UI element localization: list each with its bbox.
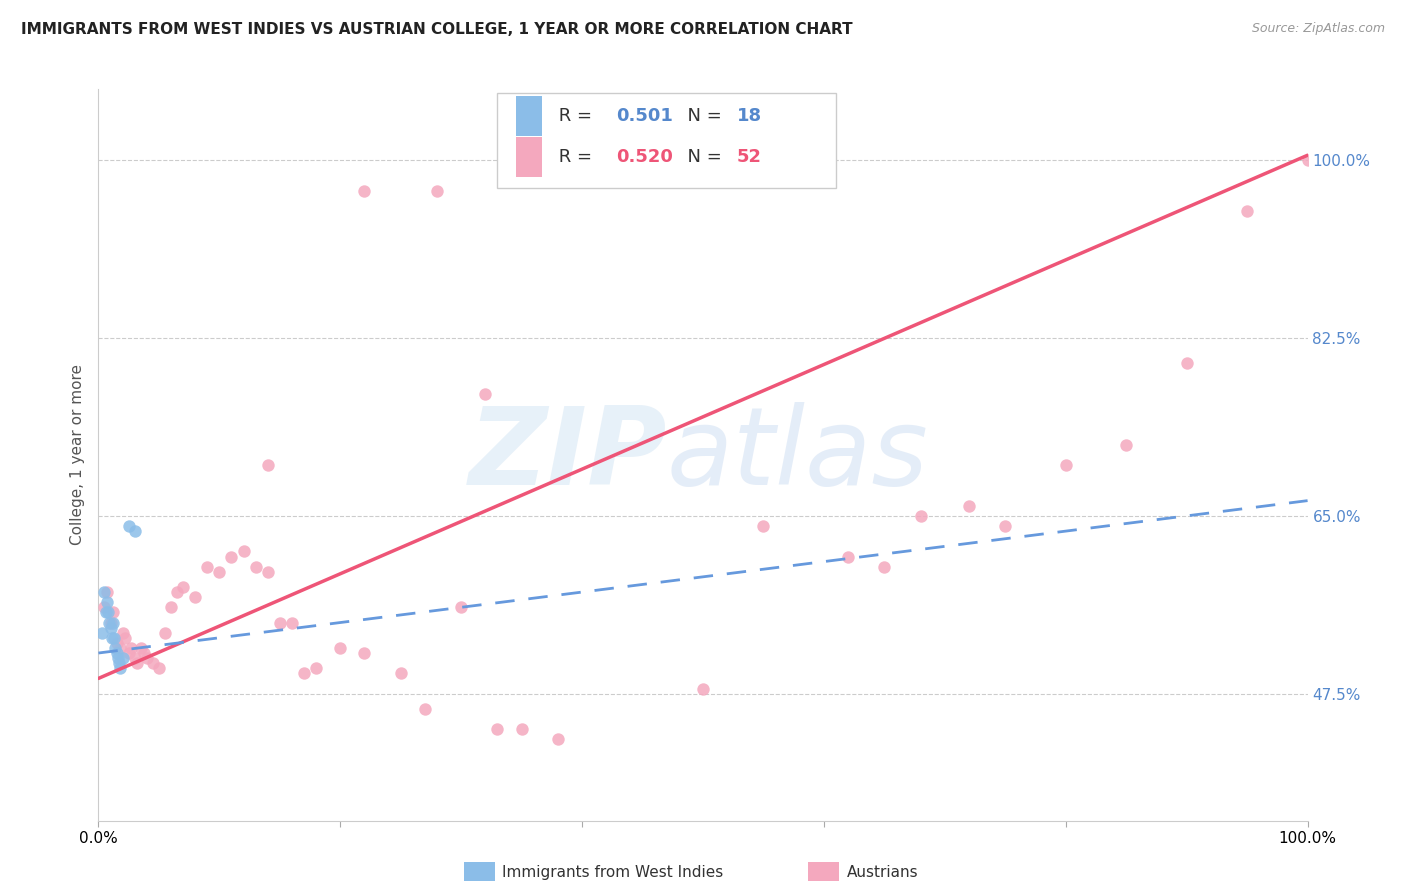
- Text: 52: 52: [737, 148, 762, 166]
- Point: [837, 549, 859, 564]
- Point: [269, 615, 291, 630]
- Text: 18: 18: [737, 107, 762, 125]
- Point: [1236, 204, 1258, 219]
- Text: N =: N =: [676, 148, 728, 166]
- Point: [160, 600, 183, 615]
- Point: [114, 631, 136, 645]
- Point: [166, 585, 188, 599]
- Point: [195, 559, 218, 574]
- Point: [91, 625, 114, 640]
- Point: [118, 646, 141, 660]
- Point: [96, 595, 118, 609]
- Point: [208, 565, 231, 579]
- Text: R =: R =: [553, 148, 598, 166]
- Point: [142, 656, 165, 670]
- Text: ZIP: ZIP: [468, 402, 666, 508]
- Point: [148, 661, 170, 675]
- Text: Source: ZipAtlas.com: Source: ZipAtlas.com: [1251, 22, 1385, 36]
- Point: [281, 615, 304, 630]
- Point: [118, 519, 141, 533]
- Point: [105, 636, 128, 650]
- Point: [107, 651, 129, 665]
- Point: [1175, 357, 1198, 371]
- Text: Austrians: Austrians: [846, 865, 918, 880]
- Point: [93, 585, 115, 599]
- Y-axis label: College, 1 year or more: College, 1 year or more: [69, 365, 84, 545]
- Point: [93, 600, 115, 615]
- Point: [134, 646, 156, 660]
- Point: [910, 508, 932, 523]
- Point: [124, 651, 146, 665]
- Point: [108, 640, 131, 655]
- Point: [1115, 438, 1137, 452]
- Point: [127, 656, 149, 670]
- Point: [994, 519, 1017, 533]
- Point: [97, 606, 120, 620]
- Point: [221, 549, 243, 564]
- Point: [547, 732, 569, 747]
- Point: [135, 651, 157, 665]
- Point: [153, 625, 176, 640]
- Text: IMMIGRANTS FROM WEST INDIES VS AUSTRIAN COLLEGE, 1 YEAR OR MORE CORRELATION CHAR: IMMIGRANTS FROM WEST INDIES VS AUSTRIAN …: [21, 22, 852, 37]
- Point: [426, 184, 449, 198]
- Point: [752, 519, 775, 533]
- Text: Immigrants from West Indies: Immigrants from West Indies: [502, 865, 723, 880]
- Point: [98, 615, 121, 630]
- Text: atlas: atlas: [666, 402, 928, 508]
- Point: [108, 656, 131, 670]
- Point: [111, 625, 134, 640]
- Point: [1054, 458, 1077, 472]
- Point: [100, 615, 122, 630]
- Text: 0.520: 0.520: [616, 148, 673, 166]
- Point: [111, 651, 134, 665]
- Point: [172, 580, 194, 594]
- Point: [486, 723, 509, 737]
- Point: [450, 600, 472, 615]
- Point: [108, 661, 131, 675]
- Point: [101, 615, 124, 630]
- Point: [232, 544, 254, 558]
- Point: [957, 499, 980, 513]
- Point: [292, 666, 315, 681]
- Point: [120, 640, 142, 655]
- Point: [184, 590, 207, 604]
- Point: [94, 606, 117, 620]
- Text: N =: N =: [676, 107, 728, 125]
- Point: [389, 666, 412, 681]
- Point: [353, 646, 375, 660]
- Point: [245, 559, 267, 574]
- Point: [510, 723, 533, 737]
- Point: [692, 681, 714, 696]
- Point: [353, 184, 375, 198]
- Point: [100, 621, 122, 635]
- Point: [1296, 153, 1319, 168]
- Point: [124, 524, 146, 538]
- Point: [256, 458, 278, 472]
- Bar: [516, 96, 543, 136]
- Point: [103, 631, 125, 645]
- Point: [105, 646, 128, 660]
- Text: 0.501: 0.501: [616, 107, 673, 125]
- Point: [100, 631, 122, 645]
- Point: [305, 661, 328, 675]
- Point: [474, 387, 496, 401]
- Point: [413, 702, 436, 716]
- Point: [101, 606, 124, 620]
- Point: [104, 640, 127, 655]
- Point: [329, 640, 352, 655]
- Point: [129, 640, 152, 655]
- Point: [96, 585, 118, 599]
- Bar: [516, 137, 543, 178]
- Point: [873, 559, 896, 574]
- Bar: [498, 93, 837, 188]
- Point: [256, 565, 278, 579]
- Text: R =: R =: [553, 107, 598, 125]
